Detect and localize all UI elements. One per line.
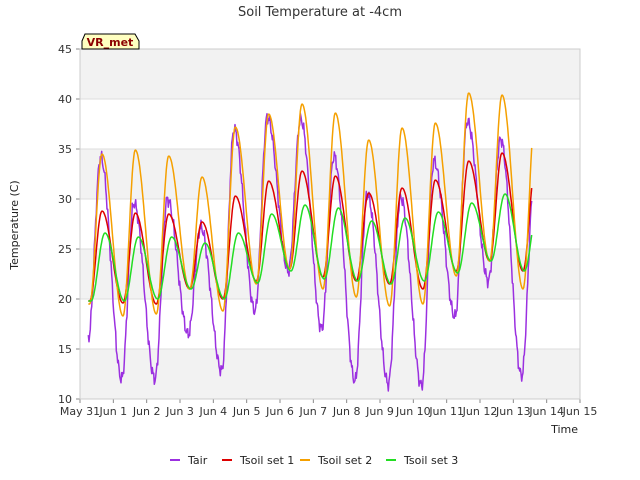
legend: Tair Tsoil set 1 Tsoil set 2 Tsoil set 3 [170,454,458,467]
y-tick-label: 40 [58,93,72,106]
x-tick-label: Jun 8 [332,405,361,418]
plot-frame [79,48,581,400]
site-label: VR_met [87,36,134,49]
x-tick-label: Jun 10 [395,405,431,418]
series-layer [87,92,533,392]
background-band [80,349,580,399]
x-tick-label: Jun 2 [132,405,161,418]
y-tick-label: 35 [58,143,72,156]
x-tick-label: Jun 6 [265,405,294,418]
y-tick-label: 10 [58,393,72,406]
legend-label: Tsoil set 2 [317,454,372,467]
axes: 10 15 20 25 30 35 40 45 May 31 Jun 1 Jun 2 Jun 3 Jun… [58,43,597,418]
legend-label: Tsoil set 3 [403,454,458,467]
y-tick-label: 15 [58,343,72,356]
y-tick-label: 25 [58,243,72,256]
y-tick-label: 20 [58,293,72,306]
legend-label: Tair [187,454,208,467]
x-tick-label: Jun 14 [528,405,564,418]
chart-title: Soil Temperature at -4cm [238,5,402,20]
series-line-tsoil-set-3 [88,193,533,302]
x-tick-label: Jun 12 [462,405,498,418]
legend-item: Tair [170,454,208,467]
x-tick-label: Jun 7 [298,405,327,418]
y-tick-label: 45 [58,43,72,56]
x-tick-label: Jun 5 [232,405,261,418]
x-tick-label: Jun 13 [495,405,531,418]
x-tick-label: Jun 9 [365,405,394,418]
x-tick-label: May 31 [60,405,100,418]
x-tick-label: Jun 11 [428,405,464,418]
x-tick-label: Jun 3 [165,405,194,418]
x-tick-label: Jun 15 [562,405,598,418]
y-axis-title: Temperature (C) [8,180,21,270]
x-tick-label: Jun 4 [198,405,227,418]
legend-item: Tsoil set 2 [300,454,372,467]
y-tick-label: 30 [58,193,72,206]
background-band [80,49,580,99]
site-label-box: VR_met [81,33,140,50]
series-line-tsoil-set-2 [88,92,533,317]
x-tick-label: Jun 1 [98,405,127,418]
legend-item: Tsoil set 3 [386,454,458,467]
x-axis-title: Time [550,423,578,436]
legend-item: Tsoil set 1 [222,454,294,467]
legend-label: Tsoil set 1 [239,454,294,467]
